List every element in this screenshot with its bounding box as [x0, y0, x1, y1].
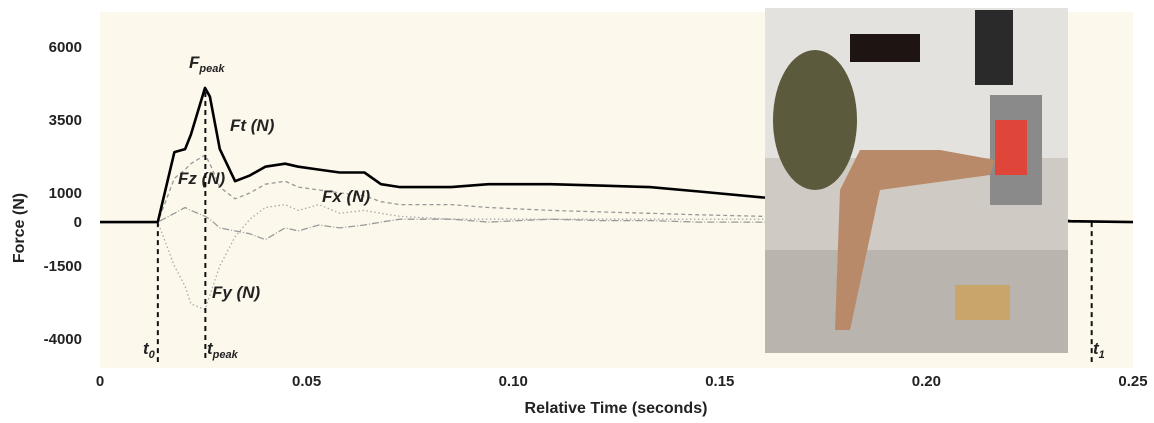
y-tick-label: 1000 [49, 185, 82, 202]
marker-label-sub: peak [212, 349, 239, 361]
marker-label-text: t [1093, 339, 1100, 358]
marker-label-text: t [143, 339, 150, 358]
photo-screen [975, 10, 1013, 85]
photo-floor [765, 250, 1068, 353]
series-label: Fy (N) [212, 283, 261, 302]
marker-label: tpeak [207, 339, 239, 361]
y-axis-title: Force (N) [11, 193, 28, 263]
x-tick-label: 0.15 [705, 373, 734, 390]
x-tick-label: 0.10 [499, 373, 528, 390]
photo-box [955, 285, 1010, 320]
x-tick-label: 0 [96, 373, 104, 390]
y-tick-label: -1500 [44, 258, 82, 275]
x-tick-label: 0.20 [912, 373, 941, 390]
series-label: Fz (N) [178, 169, 226, 188]
photo-mask [850, 34, 920, 62]
x-tick-label: 0.05 [292, 373, 321, 390]
photo-inset [765, 8, 1068, 353]
marker-label-sub: 1 [1099, 349, 1105, 361]
plot-lines [100, 86, 1134, 311]
photo-pad [995, 120, 1027, 175]
y-tick-label: 0 [74, 214, 82, 231]
photo-person [835, 150, 995, 330]
peak-label: Fpeak [189, 53, 225, 75]
y-tick-label: -4000 [44, 331, 82, 348]
y-tick-label: 6000 [49, 39, 82, 56]
series-label: Fx (N) [322, 187, 371, 206]
x-axis-title: Relative Time (seconds) [525, 400, 708, 417]
series-line [100, 86, 1134, 224]
marker-label: t0 [143, 339, 156, 361]
peak-label-text: F [189, 53, 200, 72]
marker-label-text: t [207, 339, 214, 358]
x-tick-label: 0.25 [1118, 373, 1147, 390]
photo-backpack [773, 50, 857, 190]
series-line [100, 154, 1133, 223]
series-label: Ft (N) [230, 116, 275, 135]
y-tick-label: 3500 [49, 112, 82, 129]
series-line [100, 206, 1133, 241]
marker-label: t1 [1093, 339, 1105, 361]
marker-label-sub: 0 [149, 349, 156, 361]
peak-label-sub: peak [198, 63, 225, 75]
